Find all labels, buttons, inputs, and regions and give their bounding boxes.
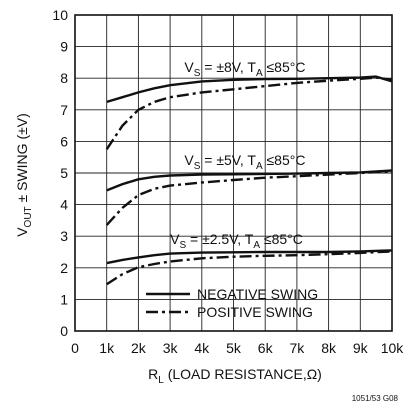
- x-tick-label: 5k: [226, 340, 242, 356]
- x-tick-label: 1k: [99, 340, 115, 356]
- series-line-neg25: [106, 249, 393, 265]
- x-tick-label: 4k: [194, 340, 210, 356]
- x-tick-label: 6k: [258, 340, 274, 356]
- series-line-pos8: [105, 76, 393, 150]
- x-tick-label: 2k: [131, 340, 147, 356]
- tick-labels: 0 1k 2k 3k 4k 5k 6k 7k 8k 9k 10k 0 1 2 3 4 5 6 7 8 9 10: [52, 7, 404, 356]
- annotation-vs-2-5v: VS = ±2.5V, TA ≤85°C: [170, 231, 303, 251]
- figure-code: 1051/53 G08: [352, 394, 399, 403]
- y-tick-label: 1: [60, 291, 68, 307]
- y-tick-label: 6: [60, 133, 68, 149]
- y-tick-label: 4: [60, 197, 68, 213]
- x-tick-label: 7k: [290, 340, 306, 356]
- x-tick-label: 8k: [321, 340, 337, 356]
- annotation-vs-5v: VS = ±5V, TA ≤85°C: [184, 152, 305, 172]
- x-tick-label: 10k: [381, 340, 405, 356]
- y-tick-label: 10: [52, 7, 68, 23]
- series-line-pos25: [106, 250, 393, 286]
- y-tick-label: 5: [60, 165, 68, 181]
- y-tick-label: 0: [60, 323, 68, 339]
- x-axis-label: RL (LOAD RESISTANCE,Ω): [148, 366, 322, 386]
- y-axis-label: VOUT ± SWING (±V): [14, 113, 34, 237]
- legend: NEGATIVE SWING POSITIVE SWING: [146, 286, 318, 320]
- y-tick-label: 9: [60, 39, 68, 55]
- y-tick-label: 3: [60, 228, 68, 244]
- series-line-neg5: [106, 169, 393, 192]
- series-line-neg8: [106, 75, 393, 104]
- y-tick-label: 2: [60, 260, 68, 276]
- legend-label-positive: POSITIVE SWING: [197, 304, 313, 320]
- x-tick-label: 0: [71, 340, 79, 356]
- legend-label-negative: NEGATIVE SWING: [197, 286, 318, 302]
- series-group: [105, 75, 393, 286]
- y-tick-label: 8: [60, 70, 68, 86]
- x-tick-label: 3k: [163, 340, 179, 356]
- y-tick-label: 7: [60, 102, 68, 118]
- plot-frame: [74, 14, 393, 332]
- x-tick-label: 9k: [353, 340, 369, 356]
- annotation-vs-8v: VS = ±8V, TA ≤85°C: [184, 59, 305, 79]
- series-line-pos5: [105, 170, 393, 226]
